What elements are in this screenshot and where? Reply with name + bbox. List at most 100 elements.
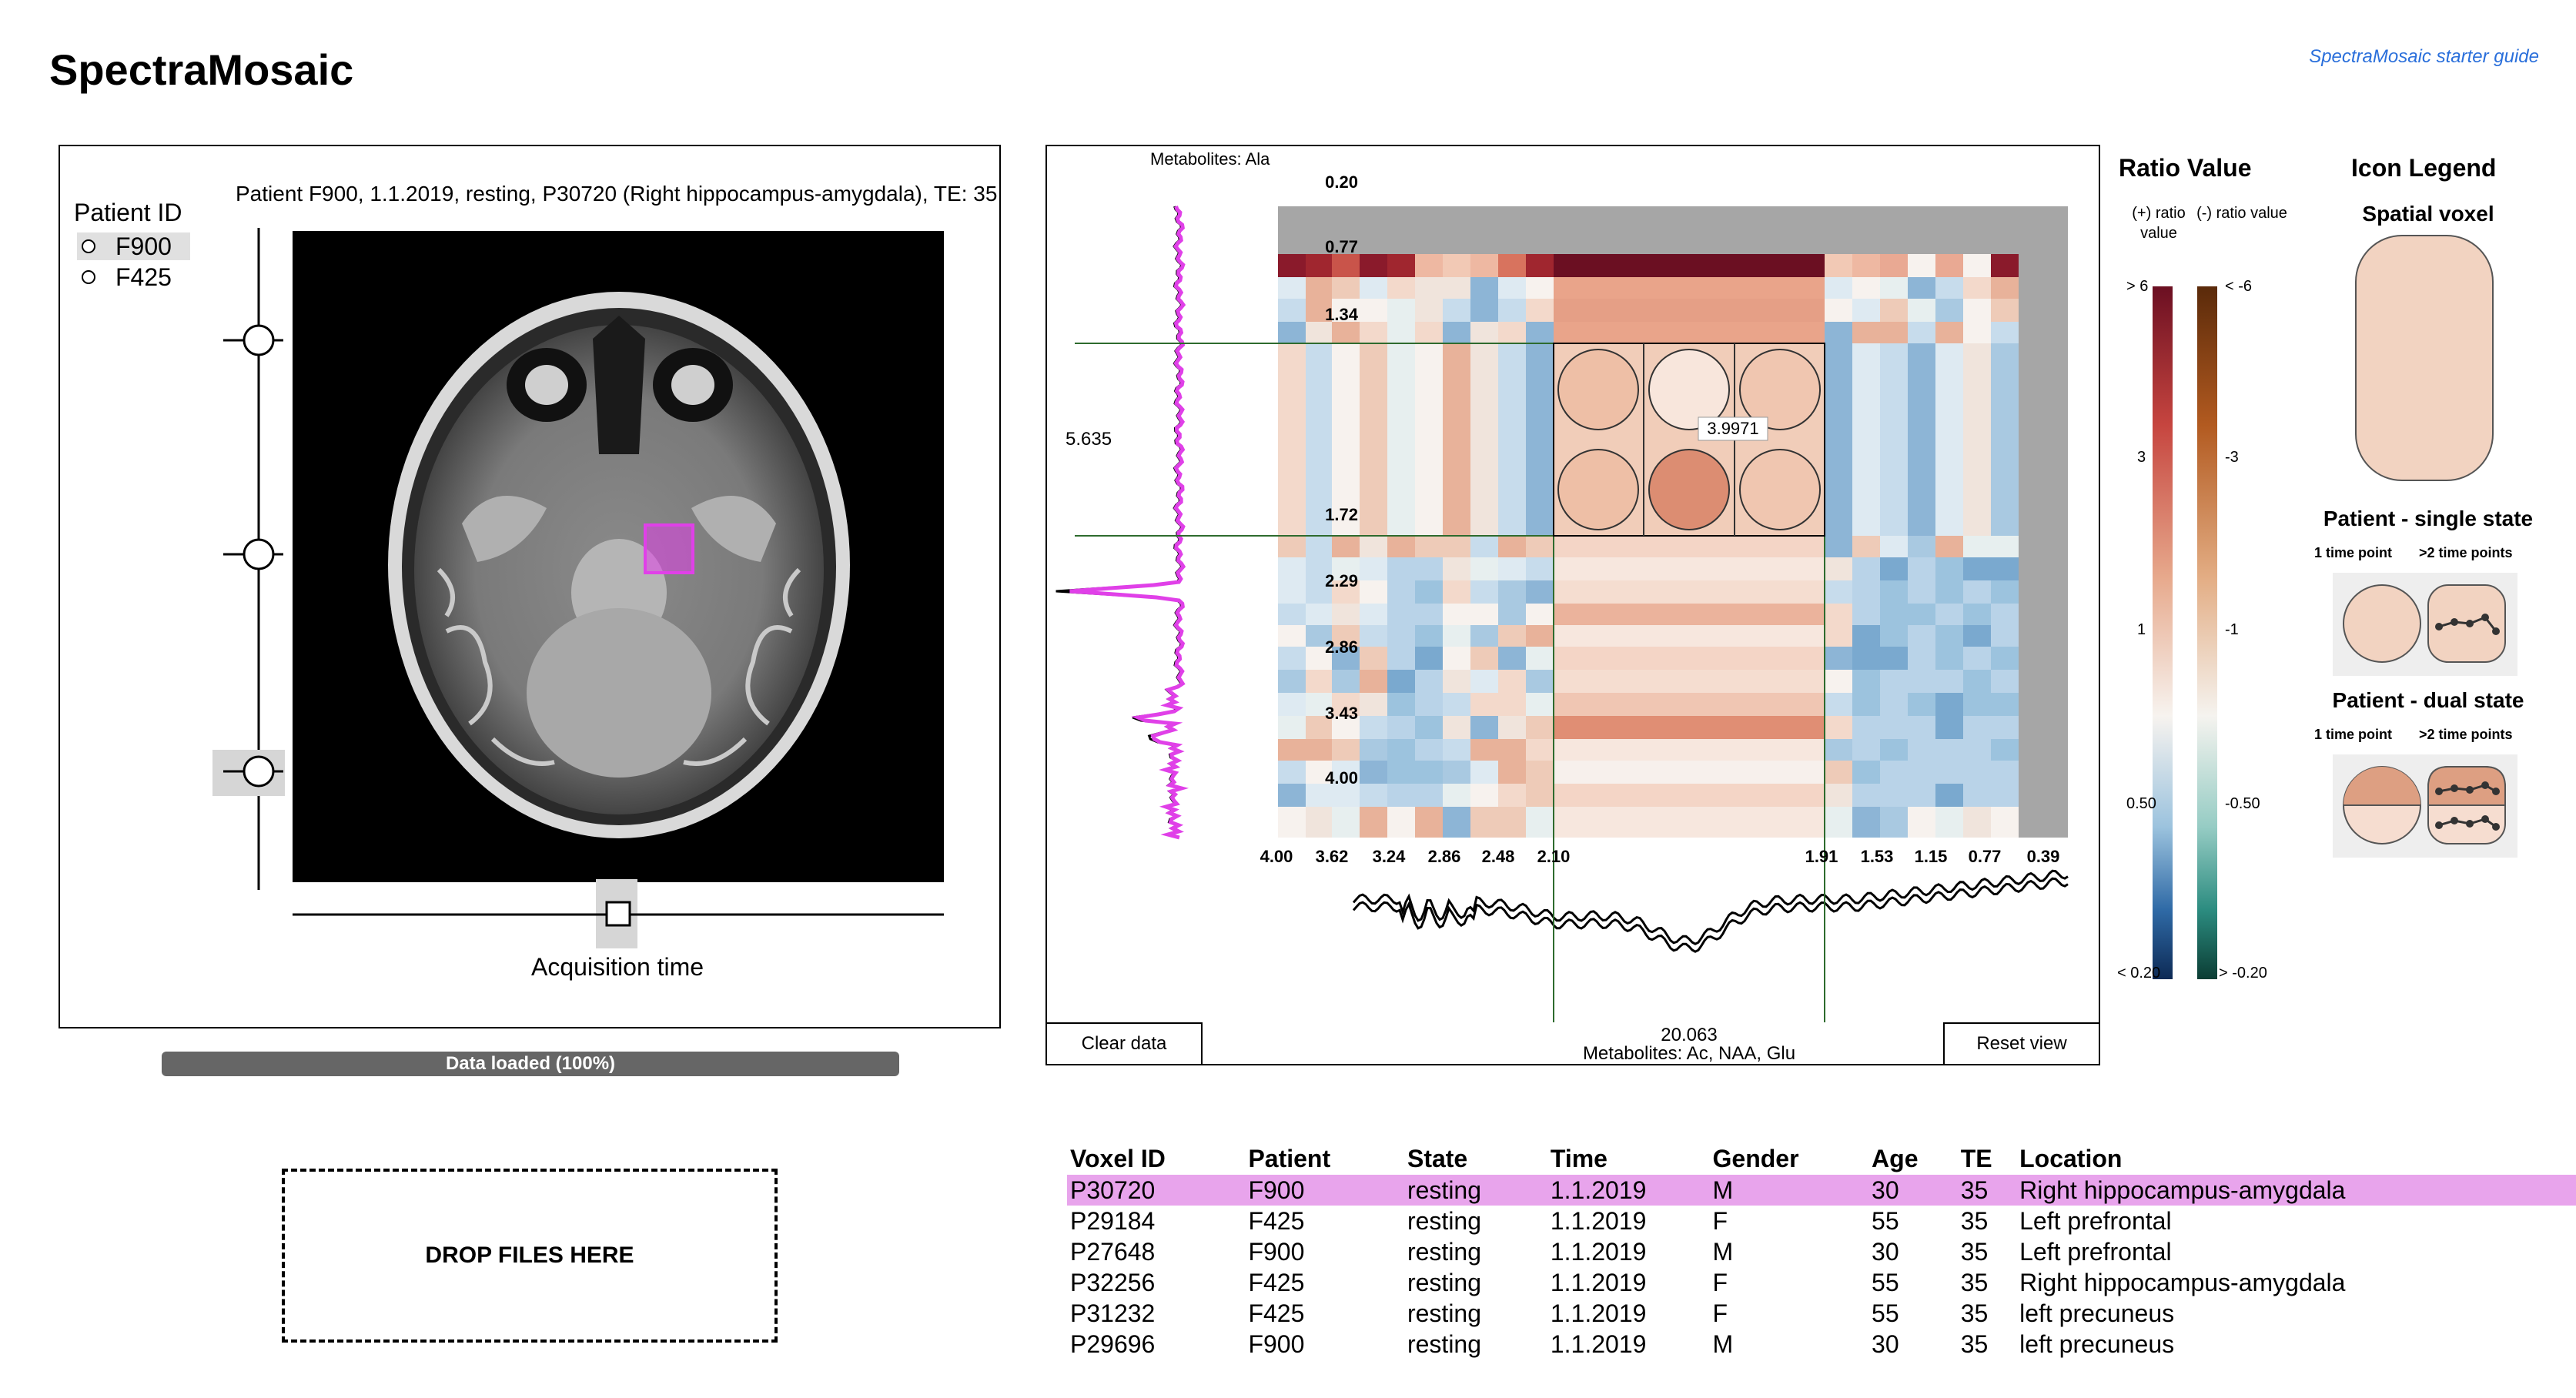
heatmap-cell[interactable] (1470, 739, 1498, 761)
heatmap-cell[interactable] (1526, 299, 1554, 322)
heatmap-cell[interactable] (1278, 625, 1306, 647)
heatmap-cell[interactable] (1908, 761, 1935, 784)
heatmap-cell[interactable] (1991, 604, 2019, 625)
heatmap-cell[interactable] (1498, 254, 1526, 277)
heatmap-cell[interactable] (1526, 716, 1554, 739)
heatmap-cell[interactable] (1306, 761, 1332, 784)
heatmap-cell[interactable] (1991, 299, 2019, 322)
heatmap-cell[interactable] (1935, 536, 1963, 557)
column-header[interactable]: Time (1550, 1144, 1607, 1172)
heatmap-cell[interactable] (1360, 647, 1387, 670)
heatmap-cell[interactable] (1526, 557, 1554, 580)
heatmap-cell[interactable] (1360, 693, 1387, 716)
heatmap-cell[interactable] (1825, 277, 1852, 299)
heatmap-cell[interactable] (1306, 536, 1332, 557)
heatmap-cell[interactable] (1554, 739, 1825, 761)
heatmap-cell[interactable] (1443, 604, 1470, 625)
heatmap-cell[interactable] (1935, 299, 1963, 322)
heatmap-cell[interactable] (1554, 557, 1825, 580)
heatmap-cell[interactable] (1526, 343, 1554, 536)
heatmap-cell[interactable] (1852, 536, 1880, 557)
heatmap-cell[interactable] (1360, 604, 1387, 625)
heatmap-cell[interactable] (1991, 647, 2019, 670)
heatmap-cell[interactable] (1470, 557, 1498, 580)
heatmap-cell[interactable] (1935, 716, 1963, 739)
heatmap-cell[interactable] (1526, 277, 1554, 299)
heatmap-cell[interactable] (1278, 254, 1306, 277)
heatmap-cell[interactable] (1415, 625, 1443, 647)
heatmap-cell[interactable] (1991, 322, 2019, 343)
heatmap-cell[interactable] (1498, 761, 1526, 784)
heatmap-cell[interactable] (1278, 299, 1306, 322)
heatmap-cell[interactable] (1332, 716, 1360, 739)
heatmap-cell[interactable] (1387, 647, 1415, 670)
heatmap-cell[interactable] (1526, 784, 1554, 807)
heatmap-cell[interactable] (1360, 299, 1387, 322)
column-header[interactable]: State (1407, 1144, 1468, 1172)
selected-voxel-marker[interactable] (644, 523, 694, 574)
heatmap-cell[interactable] (1498, 536, 1526, 557)
heatmap-cell[interactable] (1526, 254, 1554, 277)
heatmap-cell[interactable] (1908, 807, 1935, 838)
heatmap-cell[interactable] (1415, 580, 1443, 604)
heatmap-cell[interactable] (1443, 254, 1470, 277)
heatmap-cell[interactable] (1991, 536, 2019, 557)
heatmap-cell[interactable] (1387, 761, 1415, 784)
clear-data-button[interactable]: Clear data (1045, 1022, 1203, 1065)
heatmap-cell[interactable] (1554, 299, 1825, 322)
heatmap-cell[interactable] (1991, 580, 2019, 604)
heatmap-cell[interactable] (1498, 693, 1526, 716)
heatmap-cell[interactable] (1498, 277, 1526, 299)
column-header[interactable]: Patient (1248, 1144, 1331, 1172)
heatmap-cell[interactable] (1852, 693, 1880, 716)
heatmap-cell[interactable] (1908, 716, 1935, 739)
heatmap-cell[interactable] (1443, 784, 1470, 807)
voxel-circle[interactable] (1739, 449, 1821, 530)
timeline-node[interactable] (223, 755, 283, 788)
heatmap-cell[interactable] (1498, 739, 1526, 761)
heatmap-cell[interactable] (1825, 784, 1852, 807)
heatmap-cell[interactable] (1991, 807, 2019, 838)
heatmap-cell[interactable] (1880, 343, 1908, 536)
heatmap-cell[interactable] (1991, 625, 2019, 647)
heatmap-cell[interactable] (1963, 716, 1991, 739)
heatmap-cell[interactable] (1387, 536, 1415, 557)
heatmap-cell[interactable] (1306, 580, 1332, 604)
heatmap-cell[interactable] (1880, 761, 1908, 784)
heatmap-cell[interactable] (1443, 716, 1470, 739)
heatmap-cell[interactable] (1332, 670, 1360, 693)
heatmap-cell[interactable] (1554, 647, 1825, 670)
heatmap-cell[interactable] (1360, 625, 1387, 647)
heatmap-cell[interactable] (1880, 299, 1908, 322)
heatmap-cell[interactable] (1306, 557, 1332, 580)
heatmap-cell[interactable] (1415, 807, 1443, 838)
voxel-circle[interactable] (1648, 449, 1730, 530)
heatmap-cell[interactable] (1935, 670, 1963, 693)
heatmap-cell[interactable] (1825, 580, 1852, 604)
heatmap-cell[interactable] (1332, 536, 1360, 557)
heatmap-cell[interactable] (1332, 254, 1360, 277)
heatmap-cell[interactable] (1991, 343, 2019, 536)
heatmap-cell[interactable] (1880, 536, 1908, 557)
heatmap-cell[interactable] (1963, 536, 1991, 557)
heatmap-cell[interactable] (1554, 322, 1825, 343)
heatmap-cell[interactable] (1852, 647, 1880, 670)
heatmap-cell[interactable] (1332, 299, 1360, 322)
heatmap-cell[interactable] (1306, 254, 1332, 277)
heatmap-cell[interactable] (1526, 625, 1554, 647)
heatmap-cell[interactable] (1852, 716, 1880, 739)
heatmap-cell[interactable] (1470, 299, 1498, 322)
heatmap-cell[interactable] (1825, 604, 1852, 625)
heatmap-cell[interactable] (1415, 716, 1443, 739)
heatmap-cell[interactable] (1415, 277, 1443, 299)
heatmap-cell[interactable] (1526, 693, 1554, 716)
heatmap-cell[interactable] (1991, 557, 2019, 580)
heatmap-cell[interactable] (1306, 277, 1332, 299)
heatmap-cell[interactable] (1935, 739, 1963, 761)
heatmap-cell[interactable] (1908, 322, 1935, 343)
table-row[interactable]: P29696 F900 resting 1.1.2019 M 30 35 left precu… (1067, 1329, 2576, 1360)
heatmap-cell[interactable] (1443, 343, 1470, 536)
heatmap-cell[interactable] (1963, 557, 1991, 580)
heatmap-cell[interactable] (1306, 299, 1332, 322)
reset-view-button[interactable]: Reset view (1943, 1022, 2100, 1065)
